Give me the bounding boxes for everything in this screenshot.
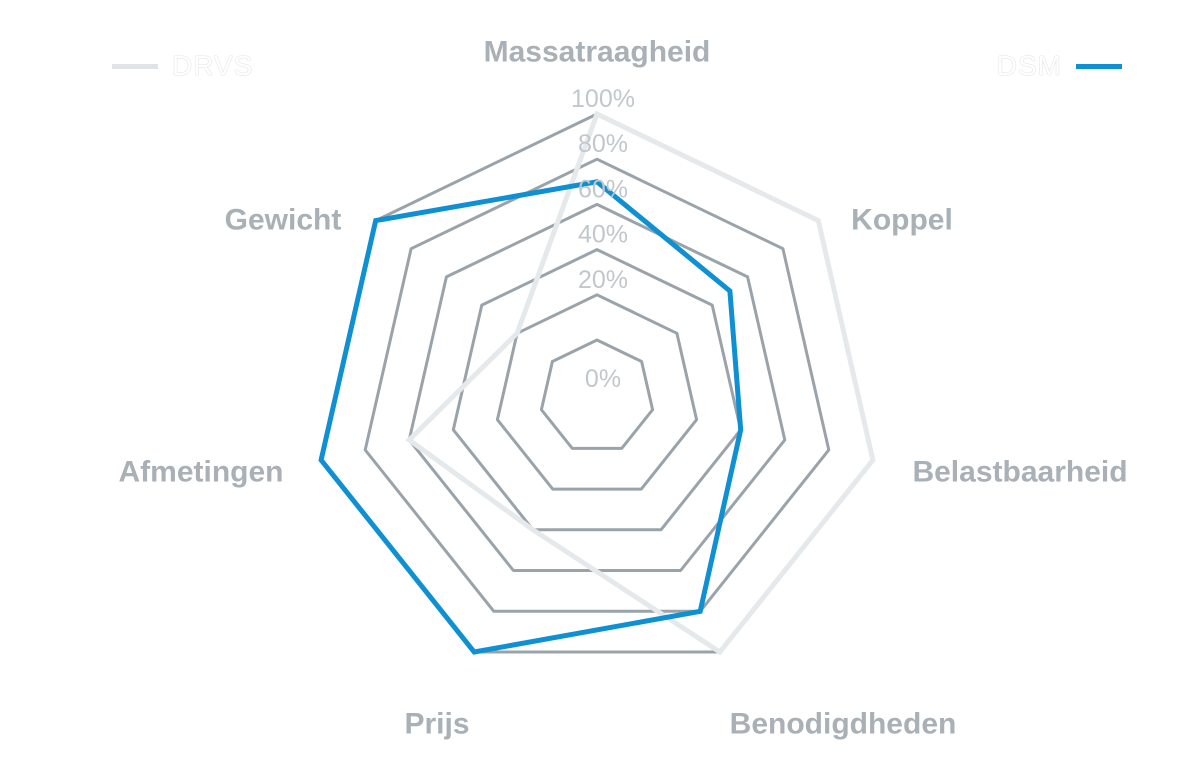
axis-label-benodigdheden: Benodigdheden — [730, 708, 957, 741]
tick-label-40: 40% — [578, 221, 628, 249]
axis-label-belastbaarheid: Belastbaarheid — [912, 456, 1127, 489]
grid-ring-40 — [451, 248, 743, 532]
axis-label-gewicht: Gewicht — [225, 204, 342, 237]
legend-dsm: DSM — [997, 50, 1122, 82]
axis-label-afmetingen: Afmetingen — [119, 456, 284, 489]
tick-label-60: 60% — [578, 175, 628, 203]
legend-drvs: DRVS — [112, 50, 253, 82]
axis-label-prijs: Prijs — [404, 708, 469, 741]
axis-label-massatraagheid: Massatraagheid — [484, 36, 711, 69]
grid-ring-0 — [539, 338, 655, 450]
grid-ring-80 — [363, 157, 831, 613]
legend-swatch-drvs — [112, 63, 158, 69]
axis-label-koppel: Koppel — [851, 204, 953, 237]
series-dsm — [318, 179, 744, 655]
tick-label-100: 100% — [571, 85, 635, 113]
tick-label-80: 80% — [578, 130, 628, 158]
legend-swatch-dsm — [1076, 63, 1122, 69]
series-drvs — [405, 110, 876, 656]
grid-ring-20 — [495, 293, 699, 491]
legend-label-dsm: DSM — [996, 50, 1062, 81]
legend-label-drvs: DRVS — [172, 50, 254, 81]
tick-label-0: 0% — [585, 365, 621, 393]
tick-label-20: 20% — [578, 266, 628, 294]
